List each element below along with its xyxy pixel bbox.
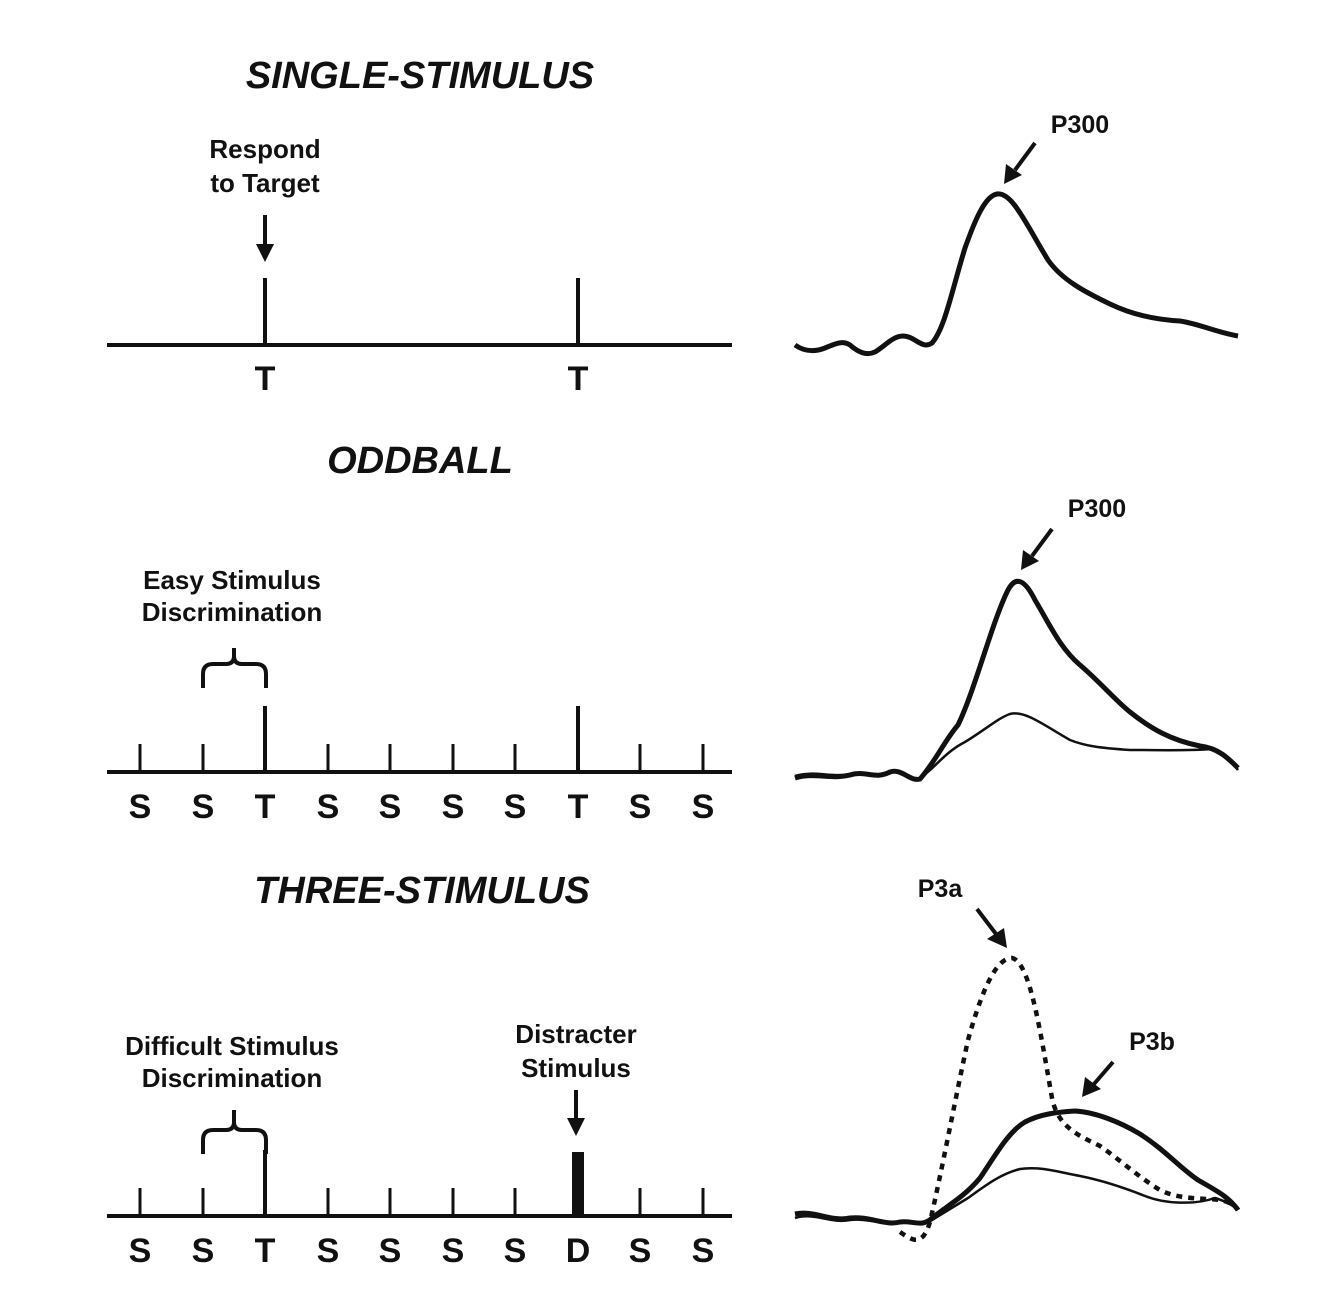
distracter-label-line2: Stimulus bbox=[521, 1053, 631, 1083]
panel-heading: SINGLE-STIMULUS bbox=[246, 55, 594, 97]
brace-icon bbox=[201, 1110, 268, 1154]
respond-label-line2: to Target bbox=[210, 168, 320, 198]
distracter-arrow-icon bbox=[567, 1090, 585, 1136]
stimulus-letter: T bbox=[255, 1232, 276, 1270]
p300-label: P300 bbox=[1068, 495, 1126, 523]
panel-oddball: ODDBALL Easy Stimulus Discrimination S S T… bbox=[107, 440, 1240, 826]
stimulus-letter: S bbox=[317, 1232, 340, 1270]
p300-label: P300 bbox=[1051, 111, 1109, 139]
stimulus-letter: T bbox=[568, 360, 589, 398]
stimulus-letter: S bbox=[504, 788, 527, 826]
p3a-label: P3a bbox=[918, 875, 964, 903]
respond-label-line1: Respond bbox=[209, 134, 320, 164]
stimulus-ticks bbox=[138, 706, 705, 772]
erp-waveform-target bbox=[793, 191, 1239, 357]
difficult-label-line2: Discrimination bbox=[142, 1063, 323, 1093]
distracter-tick bbox=[572, 1152, 584, 1216]
stimulus-letter: S bbox=[129, 788, 152, 826]
stimulus-letter: S bbox=[692, 1232, 715, 1270]
easy-label-line2: Discrimination bbox=[142, 597, 323, 627]
erp-waveform-distracter bbox=[898, 955, 1241, 1242]
easy-label-line1: Easy Stimulus bbox=[143, 565, 321, 595]
stimulus-letter: S bbox=[192, 788, 215, 826]
stimulus-letter: S bbox=[379, 788, 402, 826]
stimulus-letter: S bbox=[504, 1232, 527, 1270]
stimulus-letter: S bbox=[317, 788, 340, 826]
stimulus-letter: T bbox=[255, 788, 276, 826]
distracter-label-line1: Distracter bbox=[515, 1019, 636, 1049]
stimulus-ticks bbox=[138, 1150, 705, 1216]
stimulus-letter: S bbox=[442, 788, 465, 826]
stimulus-letter: T bbox=[568, 788, 589, 826]
stimulus-letter: T bbox=[255, 360, 276, 398]
stimulus-letter: S bbox=[379, 1232, 402, 1270]
p3b-arrow-icon bbox=[1082, 1060, 1115, 1097]
difficult-label-line1: Difficult Stimulus bbox=[125, 1031, 339, 1061]
p300-arrow-icon bbox=[1021, 527, 1054, 570]
panel-three-stimulus: THREE-STIMULUS Difficult Stimulus Discri… bbox=[107, 870, 1241, 1270]
respond-arrow-icon bbox=[256, 215, 274, 262]
stimulus-letter: S bbox=[629, 1232, 652, 1270]
panel-heading: ODDBALL bbox=[327, 440, 513, 482]
stimulus-letter: S bbox=[192, 1232, 215, 1270]
stimulus-letter: S bbox=[129, 1232, 152, 1270]
erp-waveform-target bbox=[794, 578, 1240, 782]
stimulus-letter: S bbox=[692, 788, 715, 826]
panel-single-stimulus: SINGLE-STIMULUS Respond to Target T T P3… bbox=[107, 55, 1239, 398]
p3b-label: P3b bbox=[1129, 1028, 1175, 1056]
brace-icon bbox=[201, 648, 268, 688]
p3a-arrow-icon bbox=[975, 907, 1007, 948]
erp-waveform-standard bbox=[794, 1167, 1239, 1225]
p300-arrow-icon bbox=[1004, 141, 1037, 184]
stimulus-letter: D bbox=[566, 1232, 591, 1270]
stimulus-letter: S bbox=[442, 1232, 465, 1270]
erp-waveform-standard bbox=[794, 712, 1239, 780]
panel-heading: THREE-STIMULUS bbox=[254, 870, 590, 912]
erp-waveform-target bbox=[794, 1108, 1241, 1226]
stimulus-letter: S bbox=[629, 788, 652, 826]
